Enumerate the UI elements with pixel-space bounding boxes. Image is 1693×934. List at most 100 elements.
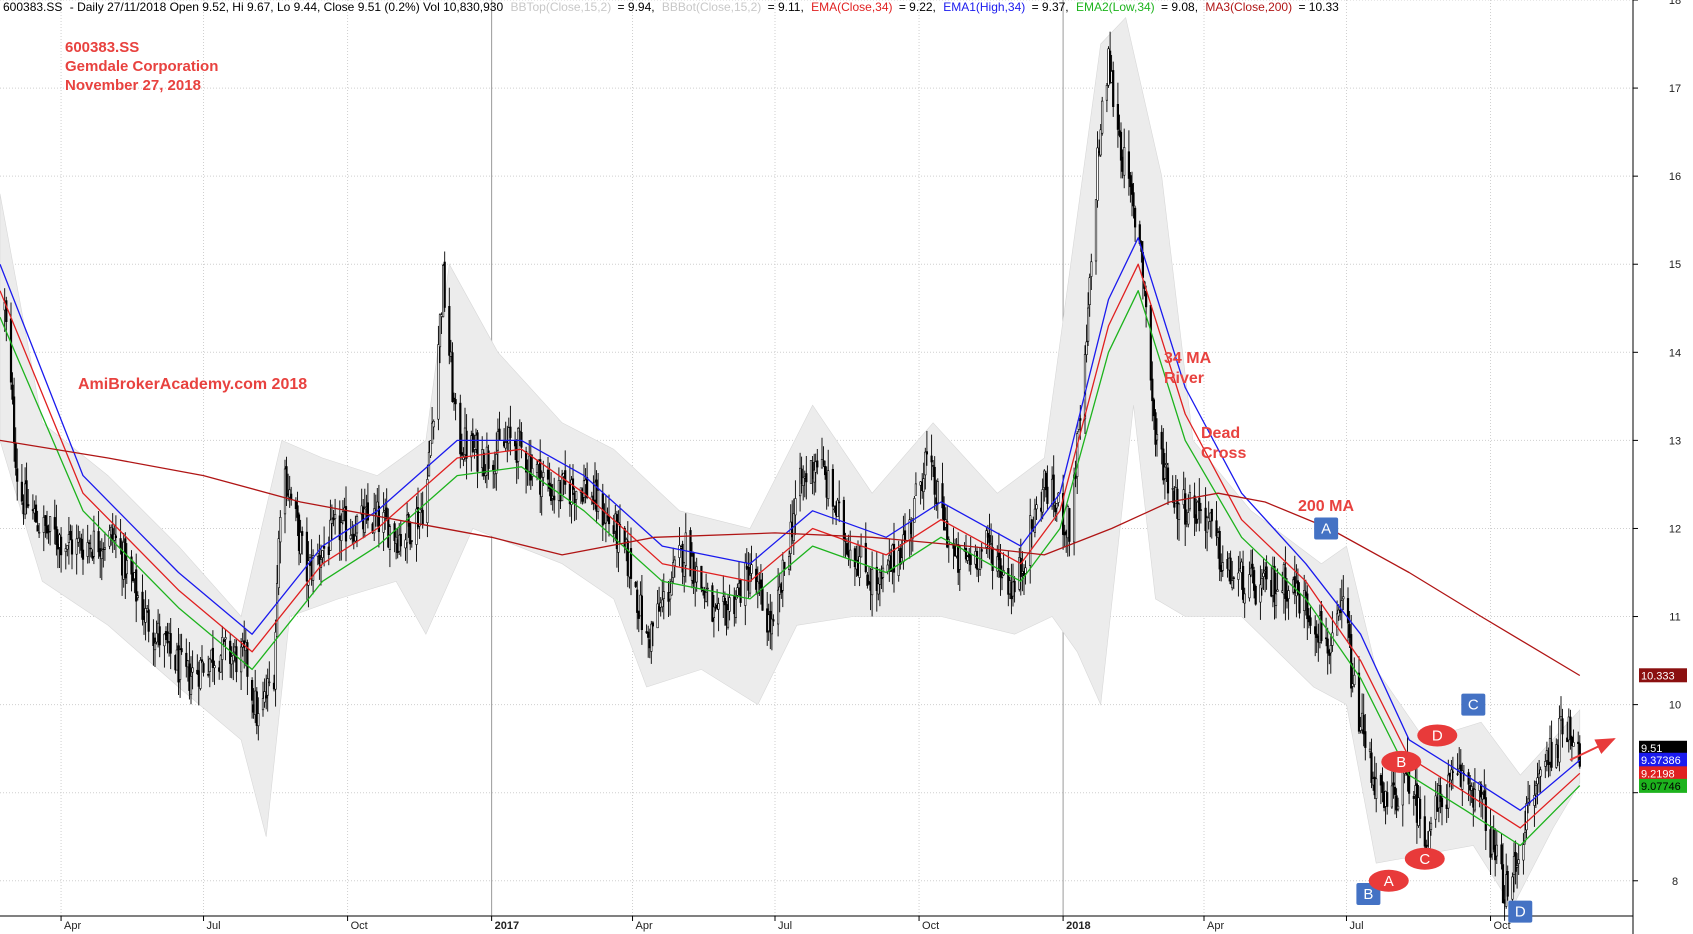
value-tag-box (1639, 668, 1687, 683)
candle-body (1079, 418, 1082, 421)
candle-body (1199, 509, 1202, 511)
point-marker-oval (1381, 750, 1422, 773)
candle-body (224, 637, 227, 640)
candle-body (288, 489, 291, 498)
candle-body (191, 667, 194, 673)
point-marker-square (1314, 517, 1339, 540)
candle-body (329, 519, 332, 551)
candle-body (988, 534, 991, 543)
candle-body (931, 465, 935, 467)
candle-body (1558, 717, 1561, 763)
candle-body (75, 538, 78, 555)
candle-body (454, 399, 457, 405)
candle-body (1248, 574, 1251, 599)
candle-body (1522, 844, 1525, 861)
y-tick-label: 14 (1669, 347, 1681, 359)
candle-body (1375, 778, 1378, 799)
candle-body (1229, 557, 1232, 585)
x-tick-label: Jul (778, 920, 792, 932)
candle-body (124, 538, 127, 579)
candle-body (246, 642, 249, 677)
point-marker-square (1508, 900, 1533, 923)
candle-body (354, 535, 357, 542)
candle-body (582, 480, 586, 498)
candle-body (64, 548, 67, 552)
point-marker-oval (1404, 847, 1445, 870)
candlesticks (3, 31, 1581, 921)
candle-body (1569, 716, 1572, 740)
header-info: - Daily 27/11/2018 Open 9.52, Hi 9.67, L… (70, 0, 504, 14)
candle-body (1392, 782, 1395, 786)
candle-body (341, 511, 345, 522)
candle-body (1303, 590, 1306, 612)
candle-body (344, 506, 348, 542)
annotation-dead: Dead (1201, 425, 1240, 442)
header-ema-label: EMA(Close,34) (811, 0, 892, 14)
y-tick-label: 12 (1669, 523, 1681, 535)
candle-body (1419, 798, 1422, 819)
candle-body (301, 531, 304, 536)
candle-body (1155, 434, 1159, 441)
candle-body (1112, 70, 1115, 108)
candle-body (1154, 412, 1157, 445)
candle-body (333, 514, 337, 519)
candle-body (805, 473, 808, 483)
candle-body (1401, 771, 1404, 806)
candle-body (97, 531, 100, 553)
candle-body (429, 440, 432, 456)
candle-body (1348, 624, 1351, 638)
candle-body (1320, 610, 1323, 642)
candle-body (100, 550, 103, 559)
candle-body (1094, 199, 1098, 262)
candle-body (327, 546, 330, 556)
candle-body (529, 454, 532, 481)
candle-body (1085, 341, 1088, 355)
candle-body (1514, 851, 1517, 872)
y-tick-label: 17 (1669, 83, 1681, 95)
candle-body (11, 384, 14, 400)
candle-body (169, 633, 172, 654)
header-ma3-label: MA3(Close,200) (1205, 0, 1292, 14)
x-tick-label: Oct (351, 920, 368, 932)
candle-body (1162, 448, 1165, 481)
candle-body (199, 659, 202, 689)
candle-body (1054, 504, 1057, 513)
candle-body (1314, 626, 1317, 635)
candle-body (712, 606, 715, 618)
candle-body (761, 587, 764, 611)
point-label-d: D (1515, 904, 1526, 921)
value-tag-box (1639, 740, 1687, 755)
candle-body (1024, 567, 1027, 574)
candle-body (349, 535, 352, 540)
candle-body (629, 548, 633, 579)
candle-body (509, 426, 512, 438)
candle-body (650, 623, 653, 652)
x-tick-label: 2018 (1066, 920, 1090, 932)
candle-body (859, 546, 863, 558)
candle-body (487, 450, 490, 469)
candle-body (989, 543, 993, 545)
candle-body (734, 599, 737, 618)
x-tick-label: Oct (1494, 920, 1511, 932)
candle-body (136, 595, 139, 599)
candle-body (219, 655, 222, 673)
candle-body (89, 547, 92, 550)
candle-body (430, 422, 434, 444)
candle-body (1461, 770, 1464, 790)
candle-body (999, 558, 1002, 578)
candle-body (1506, 870, 1509, 897)
candle-body (20, 481, 24, 502)
candle-body (232, 654, 235, 662)
candle-body (781, 559, 784, 591)
candle-body (681, 543, 684, 573)
candle-body (933, 466, 936, 495)
candle-body (1129, 175, 1132, 188)
candle-body (668, 592, 672, 600)
candle-body (1249, 567, 1253, 576)
candle-body (1152, 399, 1155, 417)
candle-body (670, 581, 673, 596)
candle-body (1030, 519, 1033, 529)
candle-body (277, 538, 280, 589)
value-tag-label: 9.37386 (1641, 755, 1681, 767)
candle-body (1423, 816, 1426, 847)
